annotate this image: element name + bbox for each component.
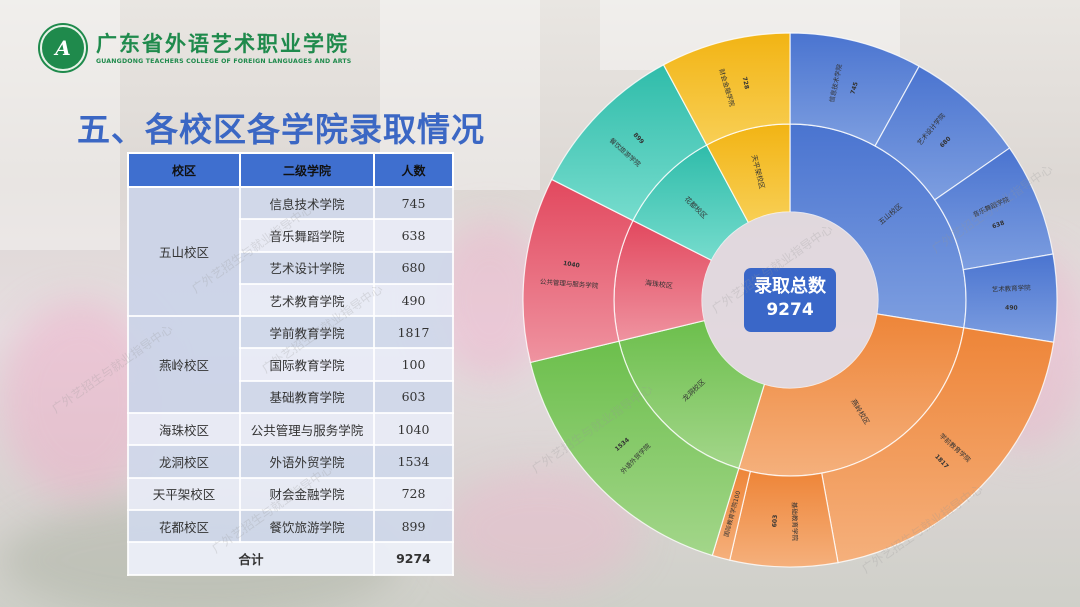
- college-segment-label: 公共管理与服务学院: [540, 277, 599, 290]
- count-cell: 728: [373, 476, 454, 511]
- college-cell: 外语外贸学院: [239, 444, 375, 479]
- count-cell: 603: [373, 379, 454, 415]
- page-title: 五、各校区各学院录取情况: [77, 110, 485, 149]
- college-segment[interactable]: [662, 32, 791, 146]
- college-segment-value: 728: [741, 76, 750, 90]
- college-segment-label: 基础教育学院: [790, 502, 800, 542]
- table-row: 艺术教育学院 490: [128, 282, 454, 318]
- count-cell: 490: [373, 282, 454, 318]
- table-row: 天平架校区 财会金融学院 728: [127, 476, 454, 511]
- total-label: 录取总数: [754, 276, 826, 297]
- count-cell: 1534: [373, 444, 454, 479]
- table-row: 艺术设计学院 680: [128, 250, 454, 285]
- count-cell: 745: [373, 185, 454, 221]
- college-segment-value: 638: [991, 220, 1005, 231]
- total-label-cell: 合计: [127, 541, 375, 576]
- college-cell: 艺术教育学院: [239, 282, 375, 318]
- college-cell: 财会金融学院: [239, 476, 375, 511]
- table-row: 五山校区 信息技术学院 745: [127, 185, 454, 318]
- total-row: 合计 9274: [127, 541, 454, 576]
- header-campus: 校区: [127, 152, 241, 188]
- campus-cell: 五山校区: [127, 185, 241, 318]
- college-segment-value: 603: [771, 515, 779, 528]
- college-segment-label: 艺术教育学院: [991, 283, 1031, 294]
- table-row: 基础教育学院 603: [128, 379, 454, 415]
- college-cell: 信息技术学院: [239, 185, 375, 221]
- college-segment[interactable]: [962, 253, 1058, 343]
- college-cell: 音乐舞蹈学院: [239, 218, 375, 253]
- college-cell: 公共管理与服务学院: [239, 412, 375, 447]
- table-row: 燕岭校区 学前教育学院 1817: [127, 315, 454, 415]
- table-row: 花都校区 餐饮旅游学院 899: [127, 508, 454, 544]
- college-segment-value: 1040: [563, 260, 581, 270]
- school-name-en: GUANGDONG TEACHERS COLLEGE OF FOREIGN LA…: [96, 57, 352, 65]
- school-logo: A 广东省外语艺术职业学院 GUANGDONG TEACHERS COLLEGE…: [40, 25, 351, 71]
- college-segment[interactable]: [820, 327, 1055, 564]
- count-cell: 100: [373, 347, 454, 382]
- campus-cell: 海珠校区: [127, 412, 241, 447]
- total-value: 9274: [766, 300, 814, 320]
- college-cell: 基础教育学院: [239, 379, 375, 415]
- table-row: 海珠校区 公共管理与服务学院 1040: [127, 412, 454, 447]
- count-cell: 1817: [373, 315, 454, 350]
- college-cell: 餐饮旅游学院: [239, 508, 375, 544]
- count-cell: 899: [373, 508, 454, 544]
- college-segment-value: 490: [1005, 304, 1018, 311]
- college-cell: 国际教育学院: [239, 347, 375, 382]
- campus-cell: 龙洞校区: [127, 444, 241, 479]
- school-name-cn: 广东省外语艺术职业学院: [96, 31, 349, 56]
- campus-cell: 花都校区: [127, 508, 241, 544]
- campus-cell: 天平架校区: [127, 476, 241, 511]
- header-college: 二级学院: [239, 152, 375, 188]
- table-row: 国际教育学院 100: [128, 347, 454, 382]
- total-value-cell: 9274: [373, 541, 454, 576]
- header-count: 人数: [373, 152, 454, 188]
- campus-segment-label: 海珠校区: [645, 278, 674, 290]
- table-row: 龙洞校区 外语外贸学院 1534: [127, 444, 454, 479]
- count-cell: 638: [373, 218, 454, 253]
- college-cell: 学前教育学院: [239, 315, 375, 350]
- college-segment-value: 745: [849, 81, 859, 95]
- campus-cell: 燕岭校区: [127, 315, 241, 415]
- count-cell: 680: [373, 250, 454, 285]
- admission-table: 校区 二级学院 人数 五山校区 信息技术学院 745 音乐舞蹈学院 638 艺术设计学院 6…: [127, 152, 454, 576]
- table-row: 音乐舞蹈学院 638: [128, 218, 454, 253]
- college-cell: 艺术设计学院: [239, 250, 375, 285]
- total-badge: 录取总数 9274: [744, 268, 836, 332]
- school-emblem-icon: A: [40, 25, 86, 71]
- count-cell: 1040: [373, 412, 454, 447]
